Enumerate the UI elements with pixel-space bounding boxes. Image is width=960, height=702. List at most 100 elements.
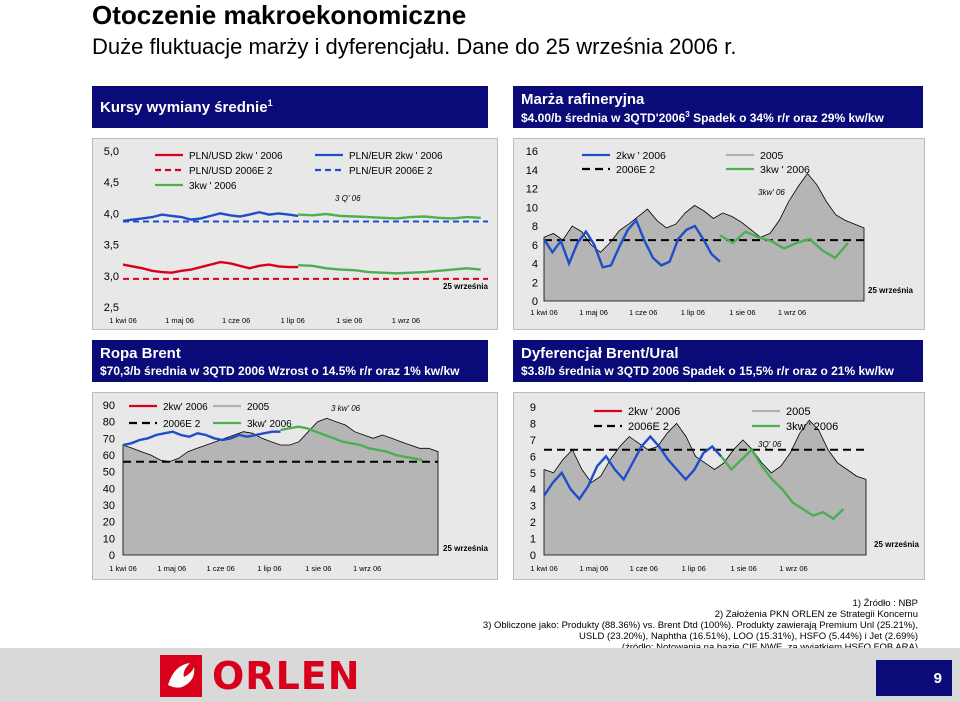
fx-chart: 5,0 4,5 4,0 3,5 3,0 2,5 1 kwi 06 1 maj 06 1 cze … bbox=[92, 138, 498, 330]
series-line bbox=[542, 218, 721, 269]
brent-panel-heading: Ropa Brent $70,3/b średnia w 3QTD 2006 W… bbox=[92, 340, 488, 382]
y-tick-label: 70 bbox=[103, 433, 115, 445]
x-tick-label: 1 cze 06 bbox=[206, 564, 234, 573]
y-tick-label: 5 bbox=[530, 468, 536, 480]
series-line bbox=[122, 430, 281, 447]
y-tick-label: 4,0 bbox=[104, 208, 119, 220]
footnote-5: (źródło: Notowania na bazie CIF NWE, za … bbox=[468, 642, 918, 653]
margin-sub-b: Spadek o 34% r/r oraz 29% kw/kw bbox=[689, 111, 884, 125]
legend-label: 2kw' 2006 bbox=[163, 402, 208, 413]
sept-label: 25 września bbox=[868, 286, 913, 295]
y-tick-label: 40 bbox=[103, 483, 115, 495]
margin-sub-a: $4.00/b średnia w 3QTD'2006 bbox=[521, 111, 686, 125]
y-tick-label: 4,5 bbox=[104, 177, 119, 189]
brent-heading-text: Ropa Brent bbox=[100, 345, 181, 362]
legend-label: 3kw ' 2006 bbox=[760, 164, 810, 176]
y-tick-label: 60 bbox=[103, 450, 115, 462]
fx-chart-svg: 5,0 4,5 4,0 3,5 3,0 2,5 1 kwi 06 1 maj 06 1 cze … bbox=[104, 146, 489, 325]
legend-label: PLN/EUR 2kw ' 2006 bbox=[349, 151, 443, 162]
page-subtitle: Duże fluktuacje marży i dyferencjału. Da… bbox=[92, 34, 737, 59]
x-tick-label: 1 cze 06 bbox=[222, 316, 250, 325]
y-tick-label: 80 bbox=[103, 417, 115, 429]
footnotes: 1) Źródło : NBP 2) Założenia PKN ORLEN z… bbox=[468, 598, 918, 653]
y-tick-label: 10 bbox=[103, 533, 115, 545]
y-tick-label: 50 bbox=[103, 467, 115, 479]
y-tick-label: 14 bbox=[526, 165, 538, 177]
x-tick-label: 1 kwi 06 bbox=[109, 316, 137, 325]
y-tick-label: 2 bbox=[530, 517, 536, 529]
x-tick-label: 1 kwi 06 bbox=[109, 564, 137, 573]
x-tick-label: 1 wrz 06 bbox=[778, 308, 806, 317]
orlen-logo: ORLEN bbox=[160, 654, 361, 698]
legend-label: 3kw ' 2006 bbox=[189, 181, 237, 192]
y-tick-label: 12 bbox=[526, 184, 538, 196]
footnote-4: USLD (23.20%), Naphtha (16.51%), LOO (15… bbox=[579, 631, 918, 642]
series-area bbox=[122, 417, 439, 556]
footnote-2: 2) Założenia PKN ORLEN ze Strategii Konc… bbox=[714, 609, 918, 620]
x-tick-label: 1 cze 06 bbox=[629, 308, 657, 317]
series-area bbox=[543, 419, 867, 556]
chart-annotation: 3Q' 06 bbox=[758, 440, 782, 449]
page-title: Otoczenie makroekonomiczne bbox=[92, 0, 467, 30]
margin-sub-sup: 3 bbox=[685, 110, 690, 119]
sept-label: 25 września bbox=[443, 544, 488, 553]
y-tick-label: 3 bbox=[530, 501, 536, 513]
y-tick-label: 6 bbox=[530, 451, 536, 463]
fx-panel-heading: Kursy wymiany średnie1 bbox=[92, 86, 488, 128]
orlen-eagle-icon bbox=[160, 655, 202, 697]
series-line bbox=[298, 212, 481, 220]
diff-panel-heading: Dyferencjał Brent/Ural $3.8/b średnia w … bbox=[513, 340, 923, 382]
x-tick-label: 1 lip 06 bbox=[281, 316, 305, 325]
margin-chart-svg: 16 14 12 10 8 6 4 2 01 kwi 06 1 maj 06 1 cze 06 1 l… bbox=[526, 146, 914, 317]
y-tick-label: 16 bbox=[526, 146, 538, 158]
brent-chart: 90 80 70 60 50 40 30 20 10 0 1 kwi 06 1 maj 06 1 cze… bbox=[92, 392, 498, 580]
margin-heading-text: Marża rafineryjna bbox=[521, 91, 645, 108]
y-tick-label: 8 bbox=[530, 418, 536, 430]
margin-chart: 16 14 12 10 8 6 4 2 0 1 kwi 06 1 maj 06 1 cze 06 1 l… bbox=[513, 138, 925, 330]
diff-heading-text: Dyferencjał Brent/Ural bbox=[521, 345, 679, 362]
footnote-1: 1) Źródło : NBP bbox=[852, 598, 918, 609]
series-line bbox=[280, 425, 423, 462]
legend-label: 2005 bbox=[247, 402, 270, 413]
y-tick-label: 4 bbox=[532, 259, 538, 271]
series-line bbox=[122, 260, 299, 274]
brent-chart-svg: 90 80 70 60 50 40 30 20 10 0 1 kwi 06 1 maj 06 1 cze… bbox=[103, 400, 489, 573]
series-line bbox=[298, 264, 481, 275]
y-tick-label: 1 bbox=[530, 534, 536, 546]
legend-label: 2005 bbox=[786, 406, 810, 418]
diff-chart-svg: 9 8 7 6 5 4 3 2 1 0 1 kwi 06 1 maj 06 1 cze 06 1 lip … bbox=[530, 402, 920, 573]
fx-heading-sup: 1 bbox=[267, 98, 273, 108]
series-line bbox=[719, 230, 849, 260]
y-tick-label: 0 bbox=[532, 296, 538, 308]
legend-label: 3kw ' 2006 bbox=[786, 421, 838, 433]
y-tick-label: 7 bbox=[530, 435, 536, 447]
footer-bar bbox=[0, 648, 960, 702]
x-tick-label: 1 lip 06 bbox=[682, 564, 706, 573]
x-tick-label: 1 lip 06 bbox=[257, 564, 281, 573]
y-tick-label: 0 bbox=[530, 550, 536, 562]
y-tick-label: 3,5 bbox=[104, 240, 119, 252]
x-tick-label: 1 wrz 06 bbox=[353, 564, 381, 573]
x-tick-label: 1 cze 06 bbox=[630, 564, 658, 573]
legend-label: 3kw' 2006 bbox=[247, 419, 292, 430]
diff-sub-text: $3.8/b średnia w 3QTD 2006 Spadek o 15,5… bbox=[521, 364, 894, 378]
x-tick-label: 1 kwi 06 bbox=[530, 564, 558, 573]
x-tick-label: 1 sie 06 bbox=[729, 308, 755, 317]
legend-label: 2kw ' 2006 bbox=[616, 150, 666, 162]
legend-label: 2006E 2 bbox=[628, 421, 669, 433]
brent-sub-text: $70,3/b średnia w 3QTD 2006 Wzrost o 14.… bbox=[100, 364, 460, 378]
y-tick-label: 5,0 bbox=[104, 146, 119, 158]
x-tick-label: 1 lip 06 bbox=[681, 308, 705, 317]
fx-heading-text: Kursy wymiany średnie bbox=[100, 99, 268, 116]
footnote-3: 3) Obliczone jako: Produkty (88.36%) vs.… bbox=[482, 620, 918, 631]
series-line bbox=[122, 210, 299, 223]
legend-label: 2kw ' 2006 bbox=[628, 406, 680, 418]
chart-annotation: 3kw' 06 bbox=[758, 188, 785, 197]
series-area bbox=[543, 172, 865, 302]
y-tick-label: 90 bbox=[103, 400, 115, 412]
x-tick-label: 1 maj 06 bbox=[157, 564, 186, 573]
legend-label: PLN/EUR 2006E 2 bbox=[349, 166, 433, 177]
y-tick-label: 2,5 bbox=[104, 302, 119, 314]
margin-panel-heading: Marża rafineryjna $4.00/b średnia w 3QTD… bbox=[513, 86, 923, 128]
x-tick-label: 1 sie 06 bbox=[305, 564, 331, 573]
